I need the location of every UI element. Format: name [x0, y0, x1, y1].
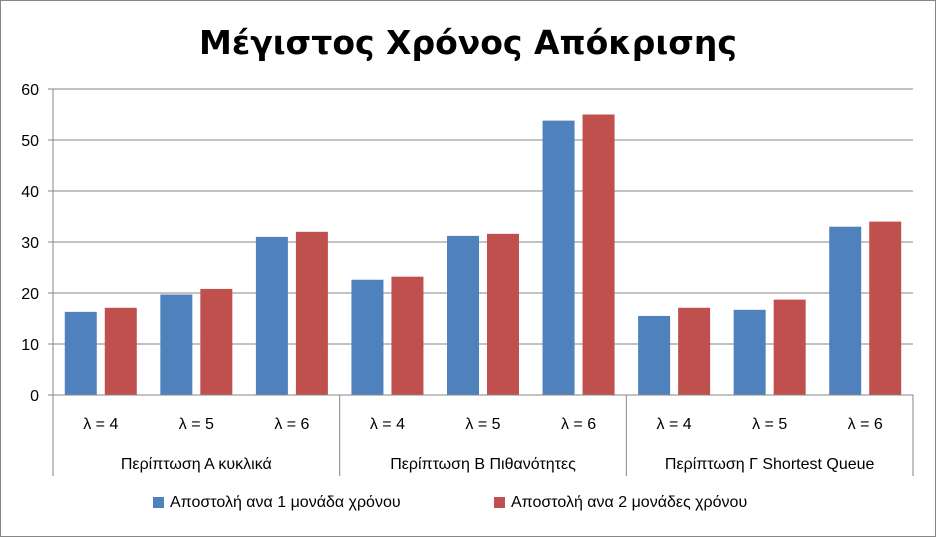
bar [869, 221, 902, 395]
bar [829, 226, 862, 395]
bar [733, 309, 766, 395]
bar [255, 236, 288, 395]
y-tick-label: 50 [21, 133, 39, 150]
bar [582, 114, 615, 395]
legend-swatch [494, 497, 505, 508]
x-tick-label: λ = 6 [848, 416, 883, 433]
y-tick-label: 10 [21, 337, 39, 354]
bar [542, 120, 575, 396]
x-tick-label: λ = 6 [561, 416, 596, 433]
bar [104, 307, 137, 395]
bar [447, 235, 479, 395]
bar [678, 307, 711, 395]
bar [391, 276, 424, 395]
bar [160, 294, 193, 395]
chart-title: Μέγιστος Χρόνος Απόκρισης [199, 23, 737, 62]
bar [487, 233, 519, 395]
bar [200, 288, 233, 395]
bar [64, 311, 97, 395]
bar [773, 299, 806, 395]
group-label: Περίπτωση Γ Shortest Queue [665, 456, 875, 473]
legend-label: Αποστολή ανα 1 μονάδα χρόνου [170, 494, 401, 511]
x-tick-label: λ = 4 [83, 416, 118, 433]
y-tick-label: 40 [21, 184, 39, 201]
y-tick-label: 0 [30, 388, 39, 405]
x-tick-label: λ = 4 [657, 416, 692, 433]
x-tick-label: λ = 5 [465, 416, 500, 433]
legend-label: Αποστολή ανα 2 μονάδες χρόνου [511, 494, 747, 511]
bar [351, 279, 384, 395]
bar [295, 231, 328, 395]
y-tick-label: 30 [21, 235, 39, 252]
group-label: Περίπτωση Β Πιθανότητες [390, 456, 576, 473]
bar [638, 315, 671, 395]
y-tick-label: 60 [21, 82, 39, 99]
x-tick-label: λ = 6 [274, 416, 309, 433]
x-tick-label: λ = 4 [370, 416, 405, 433]
x-tick-label: λ = 5 [179, 416, 214, 433]
group-label: Περίπτωση Α κυκλικά [121, 456, 272, 473]
legend-swatch [153, 497, 164, 508]
y-tick-label: 20 [21, 286, 39, 303]
x-tick-label: λ = 5 [752, 416, 787, 433]
